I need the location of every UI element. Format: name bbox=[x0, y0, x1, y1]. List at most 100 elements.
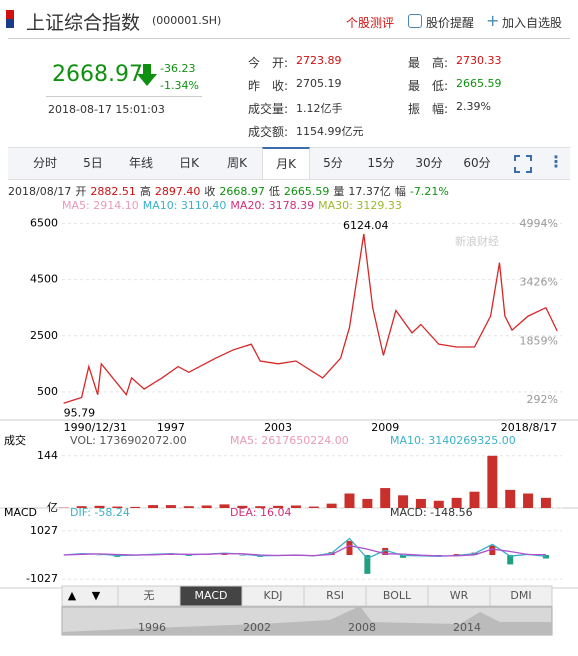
summary-value: 2897.40 bbox=[154, 185, 201, 198]
stat-label: 成交量: bbox=[248, 102, 289, 116]
bar bbox=[362, 498, 373, 508]
more-icon[interactable]: ⋮ bbox=[548, 152, 564, 171]
down-arrow bbox=[137, 64, 157, 86]
period-tab[interactable]: 60分 bbox=[463, 156, 491, 170]
macd-bar bbox=[542, 555, 549, 559]
index-title: 上证综合指数 bbox=[26, 12, 141, 34]
bar bbox=[148, 505, 159, 508]
indicator-tab-label[interactable]: RSI bbox=[326, 589, 344, 602]
indicator-tab-label[interactable]: 无 bbox=[144, 589, 155, 602]
indicator-tab-label[interactable]: DMI bbox=[510, 589, 531, 602]
chart-label: 成交 bbox=[4, 433, 26, 447]
y2-tick-label: 4994% bbox=[520, 217, 558, 230]
period-tab[interactable]: 15分 bbox=[367, 156, 395, 170]
chart-label: MACD bbox=[4, 506, 37, 519]
link[interactable]: 加入自选股 bbox=[502, 16, 563, 30]
ma-legend-item: MA10: 3110.40 bbox=[142, 199, 227, 212]
navigator-label: 2002 bbox=[243, 621, 271, 634]
stat-value: 1154.99亿元 bbox=[296, 125, 364, 138]
summary-value: 2882.51 bbox=[90, 185, 136, 198]
x-tick-label: 2018/8/17 bbox=[501, 421, 557, 434]
change: -36.23 bbox=[160, 62, 196, 75]
summary-value: 2668.97 bbox=[219, 185, 265, 198]
y-tick-label: 6500 bbox=[30, 216, 58, 229]
index-code: (000001.SH) bbox=[152, 14, 222, 27]
icon: + bbox=[486, 11, 500, 30]
period-tab[interactable]: 月K bbox=[262, 147, 310, 179]
stat-value: 2730.33 bbox=[456, 54, 502, 67]
divider bbox=[46, 96, 202, 97]
bar bbox=[540, 497, 551, 508]
macd-bar bbox=[346, 540, 353, 555]
indicator-tab-label[interactable]: BOLL bbox=[383, 589, 412, 602]
bar bbox=[523, 493, 534, 508]
bar bbox=[505, 489, 516, 508]
arrow-down[interactable]: ▼ bbox=[92, 589, 101, 602]
bar bbox=[237, 505, 248, 508]
legend-item: MA5: 2617650224.00 bbox=[230, 434, 349, 447]
indicator-tab-label[interactable]: WR bbox=[450, 589, 469, 602]
y-tick-label: -1027 bbox=[26, 572, 58, 585]
link[interactable]: 个股测评 bbox=[346, 16, 395, 30]
summary-label: 量 bbox=[333, 185, 345, 198]
stat-value: 2723.89 bbox=[296, 54, 342, 67]
y-tick-label: 144 bbox=[37, 449, 58, 462]
period-tabs: 分时 5日 年线 日K 周K 月K 5分 15分 30分 60分 ⋮ bbox=[8, 147, 570, 180]
link[interactable]: 股价提醒 bbox=[426, 16, 475, 30]
period-tab[interactable]: 年线 bbox=[128, 156, 153, 170]
macd-bar bbox=[453, 554, 460, 555]
bar bbox=[398, 495, 409, 508]
period-tab[interactable]: 5分 bbox=[323, 156, 343, 170]
navigator-shape bbox=[62, 606, 552, 635]
bar bbox=[130, 506, 141, 508]
summary-label: 幅 bbox=[394, 185, 406, 198]
y2-tick-label: 292% bbox=[527, 393, 558, 406]
period-tab[interactable]: 5日 bbox=[83, 156, 103, 170]
fullscreen-icon[interactable] bbox=[514, 155, 532, 173]
bar bbox=[219, 504, 230, 508]
period-tab[interactable]: 30分 bbox=[415, 156, 443, 170]
indicator-tab[interactable] bbox=[489, 585, 553, 607]
bar bbox=[183, 506, 194, 508]
ma-legend-item: MA30: 3129.33 bbox=[318, 199, 402, 212]
bar bbox=[273, 505, 284, 508]
logo bbox=[6, 10, 14, 28]
bar bbox=[94, 505, 105, 508]
bar bbox=[433, 500, 444, 508]
legend-item: VOL: 1736902072.00 bbox=[70, 434, 187, 447]
indicator-tab-label[interactable]: KDJ bbox=[264, 589, 283, 602]
summary-date: 2018/08/17 bbox=[8, 185, 72, 198]
y-tick-label: 1027 bbox=[30, 524, 58, 537]
bar bbox=[201, 505, 212, 508]
stat-label: 成交额: bbox=[248, 125, 289, 139]
period-tab[interactable]: 周K bbox=[227, 156, 247, 170]
navigator-label: 1996 bbox=[138, 621, 166, 634]
y-tick-label: 4500 bbox=[30, 273, 58, 286]
summary-label: 开 bbox=[75, 185, 87, 198]
summary-value: 2665.59 bbox=[283, 185, 330, 198]
period-tab[interactable]: 日K bbox=[179, 156, 199, 170]
stat-label: 最 低: bbox=[408, 79, 449, 93]
indicator-tab-label[interactable]: MACD bbox=[195, 589, 228, 602]
stat-value: 2665.59 bbox=[456, 77, 502, 90]
time: 2018-08-17 15:01:03 bbox=[48, 103, 165, 116]
arrow-up[interactable]: ▲ bbox=[68, 589, 77, 602]
macd-bar bbox=[382, 547, 389, 555]
y2-tick-label: 3426% bbox=[520, 276, 558, 289]
x-tick-label: 1990/12/31 bbox=[64, 421, 127, 434]
price: 2668.97 bbox=[52, 62, 143, 87]
bar bbox=[451, 497, 462, 508]
bar bbox=[326, 503, 337, 508]
stat-value: 2.39% bbox=[456, 100, 491, 113]
macd-bar bbox=[221, 554, 228, 555]
summary-value: -7.21% bbox=[409, 185, 449, 198]
legend-item: DIF: -58.24 bbox=[70, 506, 130, 519]
annotation: 95.79 bbox=[64, 406, 96, 419]
y2-tick-label: 1859% bbox=[520, 334, 558, 347]
watermark: 新浪财经 bbox=[455, 234, 499, 248]
period-tab[interactable]: 分时 bbox=[32, 156, 57, 170]
ma-legend: MA5: 2914.10 MA10: 3110.40 MA20: 3178.39 MA… bbox=[62, 199, 406, 212]
macd-bar bbox=[400, 555, 407, 558]
navigator-label: 2008 bbox=[348, 621, 376, 634]
